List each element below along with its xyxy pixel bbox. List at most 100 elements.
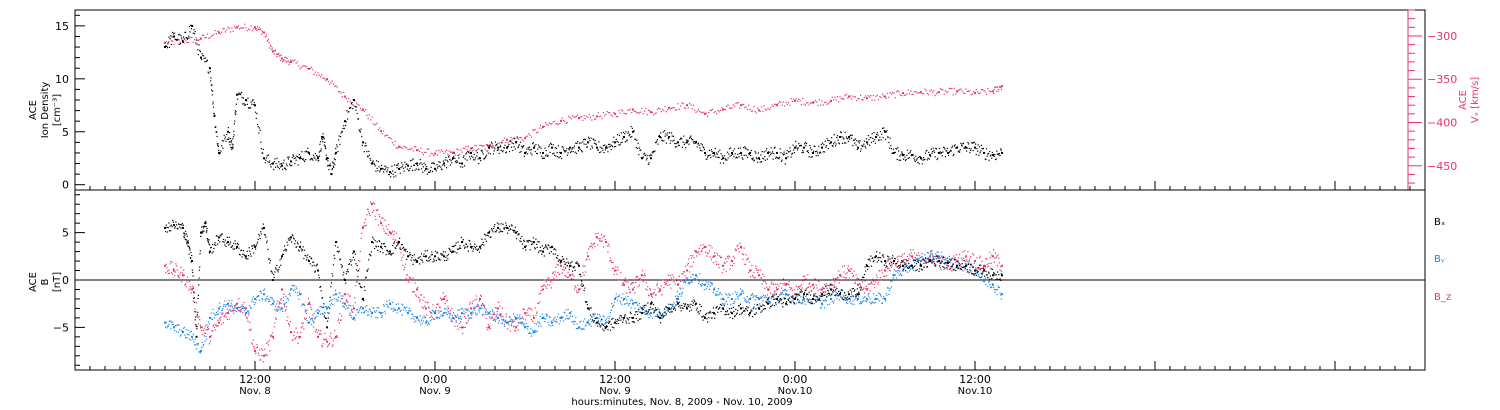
data-point xyxy=(276,300,279,302)
data-point xyxy=(391,170,394,172)
data-point xyxy=(774,146,776,148)
data-point xyxy=(955,93,957,95)
data-point xyxy=(493,312,495,314)
data-point xyxy=(636,139,638,141)
data-point xyxy=(586,146,588,148)
data-point xyxy=(969,256,972,258)
data-point xyxy=(757,271,759,274)
data-point xyxy=(303,328,305,330)
data-point xyxy=(285,309,287,311)
data-point xyxy=(910,268,912,270)
data-point xyxy=(375,317,377,319)
data-point xyxy=(577,291,579,293)
data-point xyxy=(939,266,941,269)
data-point xyxy=(677,141,679,144)
data-point xyxy=(521,316,524,318)
data-point xyxy=(544,321,546,323)
data-point xyxy=(865,301,867,303)
data-point xyxy=(332,294,335,296)
data-point xyxy=(366,150,368,153)
data-point xyxy=(425,152,427,154)
data-point xyxy=(566,265,568,267)
data-point xyxy=(346,110,348,112)
data-point xyxy=(249,305,251,307)
data-point xyxy=(664,106,666,108)
data-point xyxy=(740,293,742,296)
data-point xyxy=(843,142,846,144)
data-point xyxy=(409,310,412,312)
data-point xyxy=(798,98,800,101)
data-point xyxy=(354,100,356,102)
data-point xyxy=(171,36,173,38)
data-point xyxy=(853,139,855,141)
data-point xyxy=(843,138,845,140)
data-point xyxy=(861,144,863,147)
data-point xyxy=(479,157,481,160)
data-point xyxy=(814,295,817,297)
data-point xyxy=(686,104,688,107)
data-point xyxy=(321,306,323,308)
data-point xyxy=(294,291,297,293)
data-point xyxy=(867,135,869,137)
data-point xyxy=(788,293,790,296)
data-point xyxy=(489,143,491,146)
data-point xyxy=(879,136,881,138)
data-point xyxy=(413,291,415,293)
data-point xyxy=(557,145,560,147)
data-point xyxy=(509,139,511,142)
data-point xyxy=(606,241,608,243)
data-point xyxy=(554,316,556,318)
data-point xyxy=(871,283,873,285)
data-point xyxy=(728,148,731,150)
data-point xyxy=(908,152,910,154)
data-point xyxy=(666,281,668,283)
data-point xyxy=(874,298,876,300)
data-point xyxy=(718,111,720,113)
data-point xyxy=(179,272,182,274)
data-point xyxy=(692,274,695,276)
data-point xyxy=(744,299,746,302)
data-point xyxy=(551,146,553,149)
data-point xyxy=(255,302,257,304)
data-point xyxy=(543,157,545,159)
data-point xyxy=(974,146,976,149)
data-point xyxy=(183,232,185,234)
data-point xyxy=(598,141,600,143)
data-point xyxy=(346,299,348,301)
data-point xyxy=(741,247,743,249)
data-point xyxy=(455,320,457,322)
data-point xyxy=(948,258,950,260)
data-point xyxy=(698,247,700,250)
data-point xyxy=(899,159,902,161)
data-point xyxy=(926,261,928,263)
data-point xyxy=(568,266,570,269)
data-point xyxy=(638,310,640,312)
data-point xyxy=(513,325,515,327)
data-point xyxy=(834,281,836,283)
data-point xyxy=(845,273,847,275)
data-point xyxy=(605,113,607,115)
data-point xyxy=(933,256,935,258)
data-point xyxy=(674,306,676,308)
data-point xyxy=(902,154,904,157)
data-point xyxy=(546,284,549,286)
data-point xyxy=(713,151,715,154)
data-point xyxy=(975,268,977,270)
data-point xyxy=(232,308,234,310)
data-point xyxy=(456,316,458,318)
data-point xyxy=(305,66,308,68)
data-point xyxy=(637,304,639,306)
data-point xyxy=(178,277,180,279)
data-point xyxy=(834,278,837,280)
data-point xyxy=(816,279,819,281)
data-point xyxy=(279,307,281,309)
data-point xyxy=(845,302,848,304)
data-point xyxy=(422,317,424,319)
data-point xyxy=(570,151,572,154)
data-point xyxy=(991,157,993,159)
data-point xyxy=(916,92,918,94)
data-point xyxy=(183,237,185,239)
data-point xyxy=(466,321,468,323)
data-point xyxy=(651,152,653,154)
data-point xyxy=(489,325,491,327)
